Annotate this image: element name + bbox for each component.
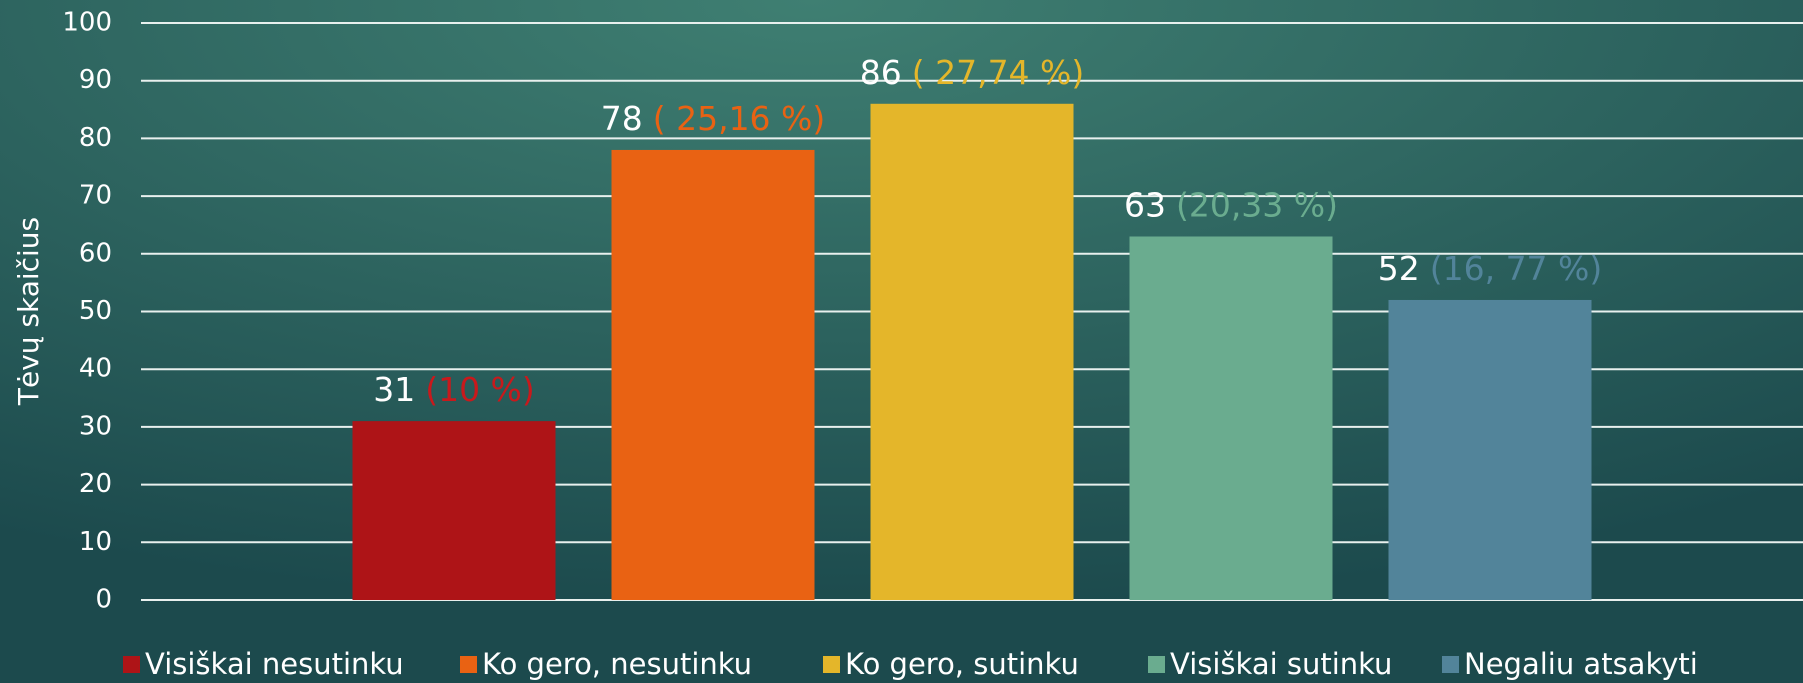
y-tick-label: 90	[79, 65, 112, 95]
y-tick-label: 30	[79, 411, 112, 441]
y-tick-label: 0	[95, 585, 112, 615]
data-label: 78 ( 25,16 %)	[601, 98, 826, 137]
legend-swatch	[1442, 656, 1459, 673]
bar	[870, 103, 1074, 600]
y-axis-label: Tėvų skaičius	[12, 217, 45, 406]
bar	[1388, 299, 1592, 600]
bar	[352, 421, 556, 600]
legend-label: Negaliu atsakyti	[1464, 647, 1698, 681]
legend-label: Ko gero, sutinku	[845, 647, 1079, 681]
y-tick-label: 70	[79, 181, 112, 211]
legend-label: Ko gero, nesutinku	[482, 647, 752, 681]
data-value: 31	[373, 370, 415, 409]
data-percent: ( 25,16 %)	[653, 98, 826, 137]
data-value: 63	[1124, 185, 1166, 224]
data-label: 31 (10 %)	[373, 370, 535, 409]
y-tick-label: 10	[79, 527, 112, 557]
data-label: 52 (16, 77 %)	[1378, 248, 1603, 287]
legend-swatch	[1148, 656, 1165, 673]
y-tick-label: 20	[79, 469, 112, 499]
data-value: 78	[601, 98, 643, 137]
y-tick-label: 80	[79, 123, 112, 153]
data-percent: ( 27,74 %)	[912, 52, 1085, 91]
data-percent: (20,33 %)	[1176, 185, 1338, 224]
bar	[1129, 236, 1333, 601]
data-value: 52	[1378, 248, 1420, 287]
legend-swatch	[823, 656, 840, 673]
data-percent: (10 %)	[425, 370, 535, 409]
y-tick-label: 100	[62, 8, 112, 38]
data-percent: (16, 77 %)	[1430, 248, 1603, 287]
legend-label: Visiškai sutinku	[1170, 647, 1392, 681]
data-value: 86	[860, 52, 902, 91]
legend-swatch	[123, 656, 140, 673]
y-tick-label: 40	[79, 354, 112, 384]
legend-label: Visiškai nesutinku	[145, 647, 404, 681]
bar	[611, 149, 815, 600]
y-tick-label: 50	[79, 296, 112, 326]
legend-swatch	[460, 656, 477, 673]
y-tick-label: 60	[79, 238, 112, 268]
data-label: 86 ( 27,74 %)	[860, 52, 1085, 91]
data-label: 63 (20,33 %)	[1124, 185, 1338, 224]
